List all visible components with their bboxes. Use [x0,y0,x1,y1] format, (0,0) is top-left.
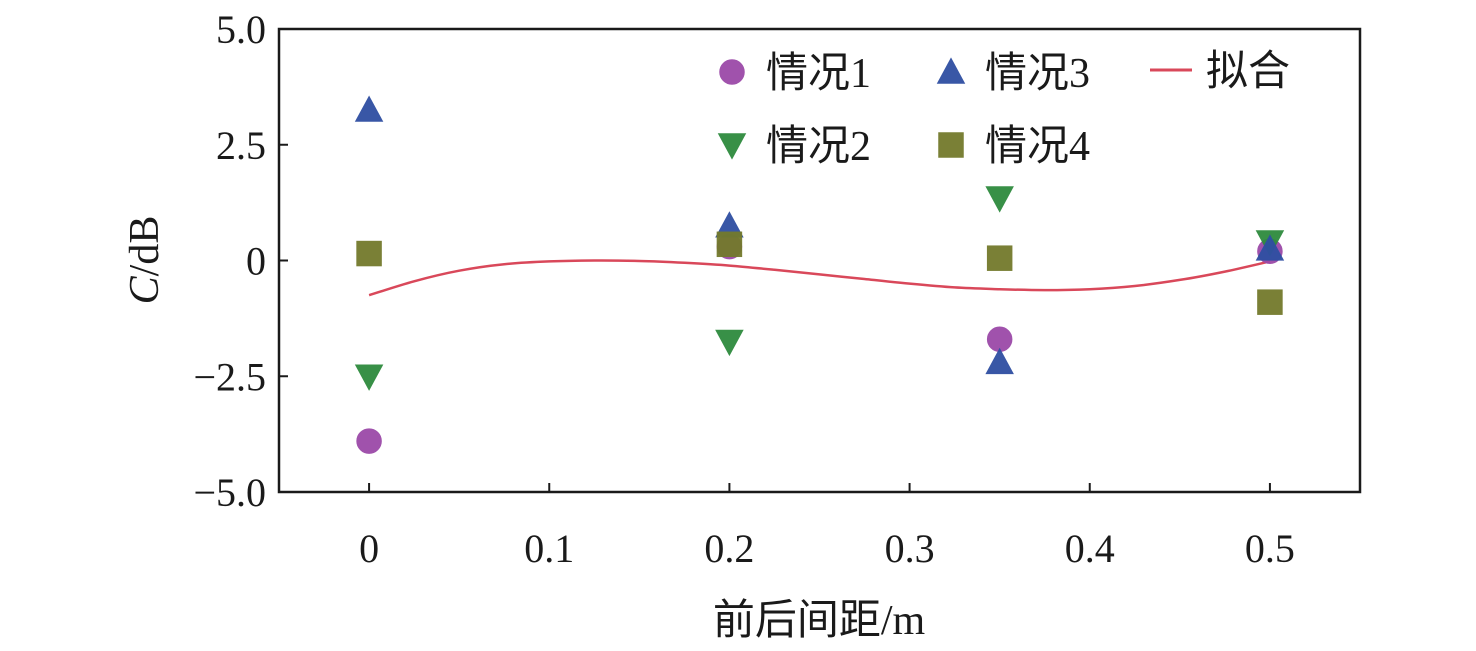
legend-label: 情况2 [766,124,871,170]
y-axis-title-symbol: C [122,275,168,304]
legend-label: 拟合 [1206,49,1290,95]
y-axis-title-unit: /dB [122,216,168,277]
series-4-point [1257,289,1283,315]
data-markers [354,95,1285,454]
series-4-point [356,240,382,267]
series-3-point [985,347,1014,375]
x-axis: 0 0.1 0.2 0.3 0.4 0.5 [359,483,1295,571]
series-3-point [1255,234,1285,261]
fit-curve [368,259,1271,297]
y-tick-label: 2.5 [216,123,266,168]
legend-marker-4 [938,132,964,158]
legend-marker-1 [719,59,745,85]
legend-marker-2 [936,57,966,84]
legend: 情况1 情况3 情况2 情况4 拟合 [717,49,1290,170]
series-2-point [715,329,744,357]
x-tick-label: 0 [359,526,379,571]
series-4-point [986,245,1013,271]
x-tick-label: 0.3 [885,526,935,571]
x-tick-label: 0.1 [524,526,574,571]
legend-marker-3 [717,133,747,160]
legend-label: 情况1 [766,51,871,97]
series-2-point [354,364,384,391]
legend-label: 情况3 [985,51,1090,97]
x-tick-label: 0.5 [1245,526,1295,571]
y-axis-title: C/dB [122,216,168,305]
series-4-point [716,231,743,258]
y-tick-label: 5.0 [216,7,266,52]
x-tick-label: 0.2 [704,526,754,571]
y-axis: 5.0 2.5 0 −2.5 −5.0 [193,7,288,515]
series-3-point [354,95,384,122]
legend-label: 情况4 [985,124,1090,170]
plot-frame [277,27,1362,494]
series-1-point [356,428,382,454]
series-2-point [985,186,1014,213]
x-tick-label: 0.4 [1065,526,1115,571]
x-axis-title: 前后间距/m [713,598,926,644]
y-tick-label: −5.0 [193,470,266,515]
series-1-point [986,326,1013,352]
y-tick-label: −2.5 [193,354,266,399]
y-tick-label: 0 [246,239,266,284]
